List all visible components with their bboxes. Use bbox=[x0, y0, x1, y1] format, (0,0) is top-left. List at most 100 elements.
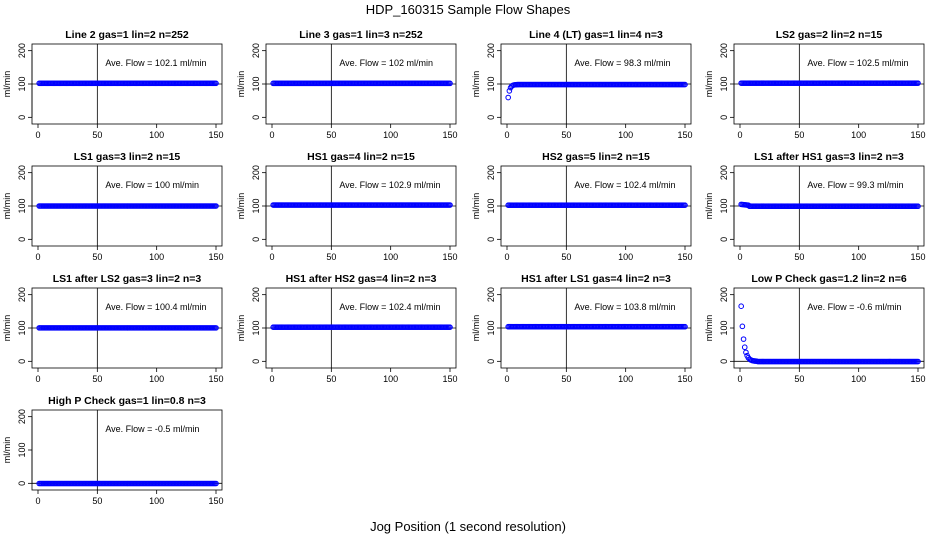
average-flow-annotation: Ave. Flow = 102.1 ml/min bbox=[105, 58, 206, 68]
x-tick-label: 150 bbox=[208, 496, 223, 506]
data-point bbox=[447, 324, 453, 331]
figure-x-axis-label: Jog Position (1 second resolution) bbox=[370, 519, 566, 534]
data-point bbox=[447, 202, 453, 208]
y-tick-label: 100 bbox=[17, 76, 27, 91]
y-tick-label: 100 bbox=[486, 320, 496, 335]
y-axis-label: ml/min bbox=[704, 315, 714, 342]
x-tick-label: 50 bbox=[561, 130, 571, 140]
x-tick-label: 100 bbox=[149, 130, 164, 140]
panel-title: HS1 after LS1 gas=4 lin=2 n=3 bbox=[521, 273, 671, 285]
average-flow-annotation: Ave. Flow = 102.5 ml/min bbox=[807, 58, 908, 68]
y-axis-label: ml/min bbox=[471, 315, 481, 342]
x-tick-label: 100 bbox=[383, 252, 398, 262]
data-series bbox=[738, 201, 921, 210]
x-tick-label: 0 bbox=[35, 496, 40, 506]
x-tick-label: 100 bbox=[851, 130, 866, 140]
y-axis-label: ml/min bbox=[704, 71, 714, 98]
y-axis-label: ml/min bbox=[704, 193, 714, 220]
x-tick-label: 100 bbox=[618, 130, 633, 140]
data-point bbox=[743, 349, 749, 356]
y-tick-label: 100 bbox=[719, 198, 729, 213]
x-tick-label: 150 bbox=[677, 130, 692, 140]
panel-title: LS1 after LS2 gas=3 lin=2 n=3 bbox=[53, 273, 202, 285]
data-series bbox=[505, 202, 688, 208]
x-tick-label: 150 bbox=[677, 374, 692, 384]
chart-panel: Line 4 (LT) gas=1 lin=4 n=3 0 100 200 ml/min… bbox=[471, 29, 693, 140]
y-tick-label: 100 bbox=[251, 198, 261, 213]
panel-title: HS2 gas=5 lin=2 n=15 bbox=[542, 151, 650, 163]
chart-panel: LS1 after HS1 gas=3 lin=2 n=3 0 100 200 ml/m… bbox=[704, 151, 926, 262]
panel-title: Line 4 (LT) gas=1 lin=4 n=3 bbox=[529, 29, 663, 41]
chart-panel: Line 2 gas=1 lin=2 n=252 0 100 200 ml/min 0 50… bbox=[2, 29, 224, 140]
average-flow-annotation: Ave. Flow = 100 ml/min bbox=[105, 180, 199, 190]
data-series bbox=[36, 325, 219, 331]
y-axis-label: ml/min bbox=[236, 71, 246, 98]
x-tick-label: 100 bbox=[149, 496, 164, 506]
y-tick-label: 0 bbox=[251, 359, 261, 364]
y-tick-label: 0 bbox=[486, 359, 496, 364]
y-tick-label: 0 bbox=[251, 237, 261, 242]
panel-title: LS2 gas=2 lin=2 n=15 bbox=[776, 29, 883, 41]
average-flow-annotation: Ave. Flow = 100.4 ml/min bbox=[105, 302, 206, 312]
y-tick-label: 0 bbox=[251, 115, 261, 120]
y-tick-label: 200 bbox=[486, 287, 496, 302]
y-tick-label: 100 bbox=[486, 198, 496, 213]
x-tick-label: 50 bbox=[794, 374, 804, 384]
average-flow-annotation: Ave. Flow = 102.9 ml/min bbox=[339, 180, 440, 190]
data-point bbox=[682, 323, 688, 330]
average-flow-annotation: Ave. Flow = 102.4 ml/min bbox=[339, 302, 440, 312]
chart-panel: HS2 gas=5 lin=2 n=15 0 100 200 ml/min 0 50 100 1… bbox=[471, 151, 693, 262]
x-tick-label: 50 bbox=[326, 374, 336, 384]
x-tick-label: 0 bbox=[504, 374, 509, 384]
data-series bbox=[505, 323, 688, 330]
y-axis-label: ml/min bbox=[471, 193, 481, 220]
x-tick-label: 50 bbox=[794, 252, 804, 262]
data-series bbox=[270, 202, 453, 208]
x-tick-label: 0 bbox=[269, 374, 274, 384]
plot-frame bbox=[733, 287, 925, 369]
x-tick-label: 100 bbox=[149, 374, 164, 384]
x-tick-label: 150 bbox=[677, 252, 692, 262]
panel-title: LS1 gas=3 lin=2 n=15 bbox=[74, 151, 181, 163]
y-tick-label: 100 bbox=[486, 76, 496, 91]
x-tick-label: 100 bbox=[383, 130, 398, 140]
x-tick-label: 150 bbox=[442, 374, 457, 384]
average-flow-annotation: Ave. Flow = 102.4 ml/min bbox=[574, 180, 675, 190]
chart-panel: LS1 gas=3 lin=2 n=15 0 100 200 ml/min 0 50 100 1… bbox=[2, 151, 224, 262]
y-tick-label: 0 bbox=[17, 359, 27, 364]
y-tick-label: 200 bbox=[719, 43, 729, 58]
x-tick-label: 0 bbox=[737, 374, 742, 384]
plot-frame bbox=[31, 409, 223, 491]
y-tick-label: 0 bbox=[719, 237, 729, 242]
x-tick-label: 150 bbox=[910, 130, 925, 140]
y-tick-label: 200 bbox=[251, 43, 261, 58]
y-tick-label: 200 bbox=[486, 43, 496, 58]
x-tick-label: 0 bbox=[737, 130, 742, 140]
panel-title: Line 2 gas=1 lin=2 n=252 bbox=[65, 29, 189, 41]
data-series bbox=[738, 80, 921, 86]
y-tick-label: 100 bbox=[17, 320, 27, 335]
data-point bbox=[213, 80, 219, 87]
data-point bbox=[682, 202, 688, 208]
x-tick-label: 0 bbox=[504, 252, 509, 262]
panel-title: Low P Check gas=1.2 lin=2 n=6 bbox=[751, 273, 906, 285]
data-point bbox=[682, 81, 688, 88]
data-point bbox=[213, 480, 219, 487]
data-series bbox=[270, 324, 453, 331]
y-tick-label: 200 bbox=[251, 287, 261, 302]
average-flow-annotation: Ave. Flow = 99.3 ml/min bbox=[807, 180, 903, 190]
x-tick-label: 150 bbox=[910, 252, 925, 262]
y-tick-label: 200 bbox=[17, 165, 27, 180]
y-axis-label: ml/min bbox=[2, 193, 12, 220]
figure-title: HDP_160315 Sample Flow Shapes bbox=[366, 2, 571, 17]
y-axis-label: ml/min bbox=[236, 315, 246, 342]
y-axis-label: ml/min bbox=[2, 315, 12, 342]
y-tick-label: 0 bbox=[17, 115, 27, 120]
x-tick-label: 50 bbox=[92, 374, 102, 384]
data-point bbox=[213, 203, 219, 209]
x-tick-label: 0 bbox=[35, 374, 40, 384]
data-point bbox=[740, 336, 747, 342]
panel-title: LS1 after HS1 gas=3 lin=2 n=3 bbox=[754, 151, 904, 163]
y-tick-label: 200 bbox=[719, 165, 729, 180]
chart-panel: Low P Check gas=1.2 lin=2 n=6 0 100 200 ml/m… bbox=[704, 273, 926, 384]
